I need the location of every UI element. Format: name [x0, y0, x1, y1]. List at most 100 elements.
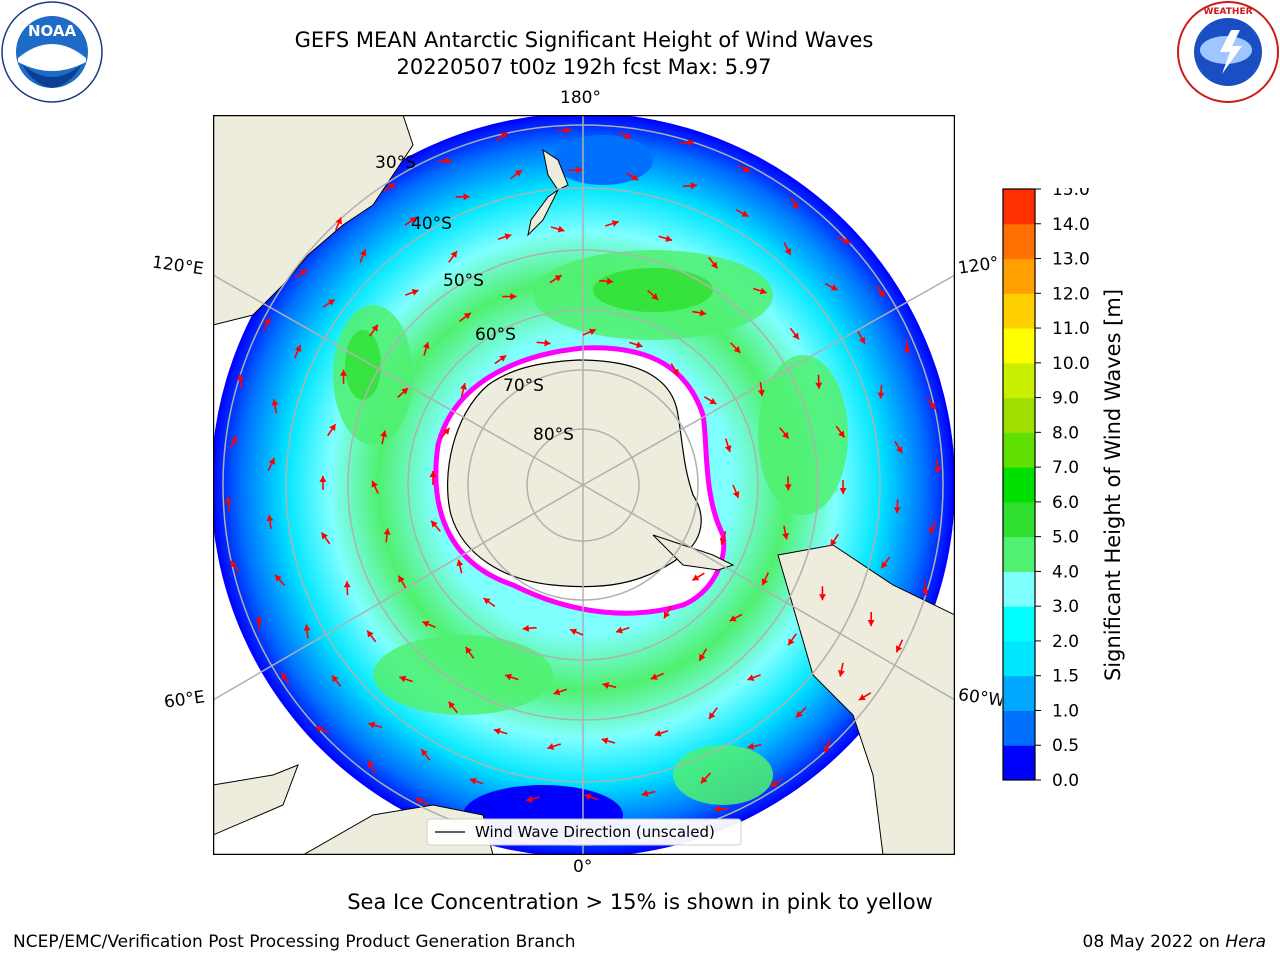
wave-arrow-head	[268, 458, 275, 465]
colorbar-segment	[1003, 501, 1035, 538]
wave-arrow-head	[499, 355, 507, 362]
lon-label-0: 0°	[573, 857, 593, 877]
wave-arrow-head	[448, 701, 456, 709]
wave-arrow-head	[929, 402, 936, 410]
wave-arrow-head	[651, 293, 659, 300]
wave-arrow-head	[792, 332, 799, 340]
colorbar-segment	[1003, 362, 1035, 399]
wave-arrow-head	[371, 324, 378, 332]
wave-arrow-head	[823, 745, 831, 753]
colorbar-segment	[1003, 432, 1035, 468]
wave-arrow-head	[893, 507, 901, 514]
wave-arrow-head	[584, 793, 592, 801]
land-nz-north	[542, 148, 569, 191]
land-madagascar-area	[213, 764, 299, 836]
wave-arrow-head	[747, 674, 755, 681]
lon-label-60e: 60°E	[162, 687, 207, 713]
chart-subtitle: 20220507 t00z 192h fcst Max: 5.97	[396, 55, 772, 79]
wave-arrow-head	[553, 688, 561, 696]
wave-arrow-head	[690, 182, 697, 190]
wave-arrow-head	[321, 532, 328, 540]
lat-label-80s: 80°S	[533, 425, 574, 445]
wave-arrow-head	[741, 210, 749, 217]
wave-arrow-head	[401, 388, 409, 395]
wave-arrow-head	[515, 170, 522, 177]
chart-title: GEFS MEAN Antarctic Significant Height o…	[294, 28, 874, 52]
wave-arrow-head	[271, 399, 279, 406]
wave-arrow-head	[237, 374, 244, 381]
wave-arrow-head	[266, 514, 274, 522]
wave-arrow-head	[837, 670, 845, 677]
wave-arrow-head	[300, 269, 308, 276]
wave-arrow-head	[469, 777, 477, 785]
wave-direction-arrows	[224, 126, 942, 844]
lat-label-50s: 50°S	[443, 271, 484, 291]
wave-arrow-head	[665, 235, 673, 242]
wave-arrow-head	[570, 628, 577, 636]
wave-arrow-head	[456, 559, 464, 567]
machine-name: Hera	[1225, 932, 1266, 952]
wave-arrow-head	[922, 589, 929, 596]
wave-arrow-head	[431, 520, 438, 528]
sea-ice-note: Sea Ice Concentration > 15% is shown in …	[347, 890, 933, 914]
wave-arrow-head	[782, 431, 789, 439]
wave-arrow-head	[858, 694, 866, 701]
wave-arrow-head	[429, 471, 437, 477]
wave-arrow-head	[380, 430, 388, 438]
wave-arrow-head	[663, 611, 671, 619]
colorbar-segment	[1003, 675, 1035, 711]
wave-arrow-head	[815, 382, 823, 389]
wave-arrow-head	[867, 620, 875, 627]
lon-label-60w: 60°W	[956, 685, 1004, 711]
wave-arrow-head	[732, 491, 740, 498]
wave-arrow-head	[881, 561, 888, 569]
wave-arrow-head	[331, 675, 339, 683]
wave-arrow-head	[343, 581, 351, 588]
wave-arrow-head	[672, 368, 679, 376]
lat-label-60s: 60°S	[475, 325, 516, 345]
wave-arrow-head	[327, 299, 335, 306]
colorbar-tick-label: 1.5	[1052, 667, 1079, 687]
wave-arrow-head	[371, 480, 378, 488]
wave-arrow-head	[631, 174, 639, 181]
wave-arrow-head	[460, 383, 467, 390]
wave-arrow-head	[877, 392, 885, 399]
wave-arrow-head	[303, 624, 311, 631]
wave-arrow-head	[699, 653, 706, 661]
colorbar-tick-label: 12.0	[1052, 284, 1090, 304]
wave-arrow-head	[547, 743, 555, 750]
wave-arrow-head	[230, 436, 237, 444]
colorbar-segment	[1003, 745, 1035, 781]
wave-arrow-head	[526, 795, 533, 803]
colorbar-segment	[1003, 710, 1035, 746]
wave-arrow-head	[368, 721, 376, 729]
wave-arrow-head	[445, 157, 452, 165]
colorbar-tick-label: 0.5	[1052, 736, 1079, 756]
wave-arrow-head	[792, 202, 799, 210]
wave-arrow-head	[729, 615, 737, 622]
wave-arrow-head	[557, 225, 565, 233]
wave-arrow-head	[463, 312, 471, 320]
wave-arrow-head	[782, 532, 789, 540]
wave-arrow-head	[281, 672, 288, 680]
credit-line: NCEP/EMC/Verification Post Processing Pr…	[13, 932, 576, 952]
wave-arrow-head	[442, 428, 450, 435]
wave-arrow-head	[340, 369, 348, 376]
wave-arrow-head	[784, 484, 792, 491]
wave-arrow-head	[708, 712, 716, 719]
colorbar-tick-label: 5.0	[1052, 528, 1079, 548]
colorbar-segment	[1003, 223, 1035, 260]
colorbar-segment	[1003, 189, 1035, 225]
land-australia	[213, 115, 414, 326]
wave-arrow-head	[606, 277, 614, 285]
wave-arrow-head	[399, 675, 407, 683]
svg-text:WEATHER: WEATHER	[1203, 7, 1252, 17]
date-text: 08 May 2022 on	[1082, 932, 1220, 952]
land-nz-south	[527, 189, 559, 237]
wave-arrow-head	[388, 183, 396, 190]
wave-arrow-head	[383, 528, 391, 535]
wave-arrow-head	[747, 742, 755, 750]
wave-arrow-head	[367, 630, 374, 638]
colorbar-segment	[1003, 258, 1035, 294]
wave-arrow-head	[510, 292, 517, 300]
